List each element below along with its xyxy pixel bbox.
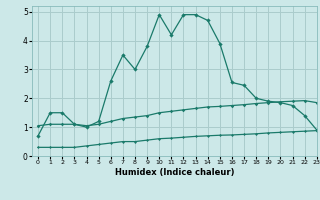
X-axis label: Humidex (Indice chaleur): Humidex (Indice chaleur) bbox=[115, 168, 234, 177]
